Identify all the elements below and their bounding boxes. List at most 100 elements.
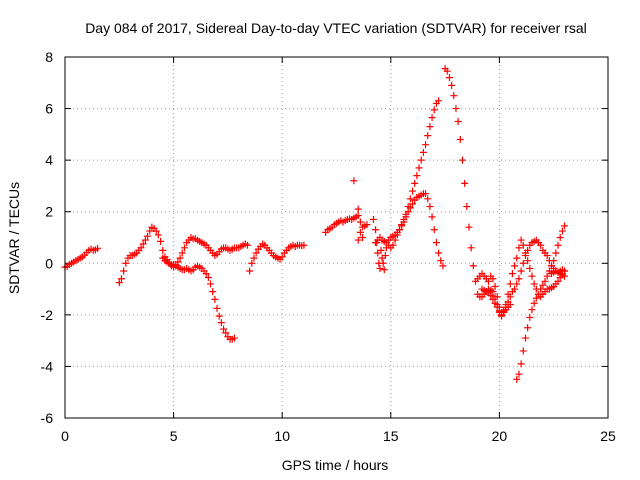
data-point (430, 106, 438, 114)
data-point (454, 117, 462, 125)
data-point (552, 249, 560, 257)
data-point (395, 226, 403, 234)
data-point (409, 200, 417, 208)
y-axis-label: SDTVAR / TECUs (6, 182, 22, 294)
data-point (141, 236, 149, 244)
data-point (450, 92, 458, 100)
y-tick-label: 2 (45, 204, 53, 220)
data-point (448, 81, 456, 89)
data-point (517, 267, 525, 275)
data-point (519, 241, 527, 249)
x-tick-label: 15 (383, 428, 399, 444)
data-point (548, 262, 556, 270)
data-point (120, 267, 128, 275)
data-point (493, 293, 501, 301)
data-point (377, 246, 385, 254)
data-point (146, 227, 154, 235)
y-tick-label: -4 (41, 358, 54, 374)
data-point (209, 288, 217, 296)
data-point (428, 213, 436, 221)
data-point (356, 228, 364, 236)
data-point (215, 312, 223, 320)
data-point (380, 266, 388, 274)
data-point (230, 334, 238, 342)
data-point (211, 295, 219, 303)
data-point (508, 270, 516, 278)
data-point (489, 288, 497, 296)
data-point (517, 360, 525, 368)
data-point (250, 254, 258, 262)
data-point (300, 241, 308, 249)
chart-title: Day 084 of 2017, Sidereal Day-to-day VTE… (85, 20, 587, 36)
data-point (398, 221, 406, 229)
data-point (217, 319, 225, 327)
data-point (537, 285, 545, 293)
data-point (363, 221, 371, 229)
data-point (467, 244, 475, 252)
data-point (202, 270, 210, 278)
data-point (424, 132, 432, 140)
data-point (213, 304, 221, 312)
data-point (144, 232, 152, 240)
y-tick-label: -2 (41, 307, 54, 323)
y-tick-label: 0 (45, 255, 53, 271)
series-2 (159, 254, 238, 343)
data-point (561, 267, 569, 275)
data-point (422, 141, 430, 149)
data-point (511, 285, 519, 293)
data-point (465, 223, 473, 231)
data-point (443, 67, 451, 75)
data-point (246, 267, 254, 275)
data-point (356, 218, 364, 226)
data-point (439, 262, 447, 270)
data-point (543, 252, 551, 260)
data-point (413, 172, 421, 180)
y-tick-label: 4 (45, 152, 53, 168)
data-point (445, 74, 453, 82)
data-point (521, 334, 529, 342)
data-point (428, 114, 436, 122)
data-point (154, 231, 162, 239)
data-point (530, 280, 538, 288)
data-point (530, 299, 538, 307)
data-point (519, 347, 527, 355)
data-point (359, 234, 367, 241)
data-point (452, 105, 460, 113)
data-point (461, 179, 469, 187)
data-point (422, 190, 430, 198)
data-point (207, 280, 215, 288)
data-point (487, 292, 495, 300)
data-point (485, 277, 493, 285)
data-point (519, 259, 527, 267)
data-point (458, 156, 466, 164)
grid (65, 57, 608, 418)
data-point (556, 234, 564, 241)
x-tick-label: 10 (274, 428, 290, 444)
data-point (558, 227, 566, 235)
data-point (115, 279, 123, 287)
data-point (419, 148, 427, 156)
y-tick-label: 6 (45, 101, 53, 117)
data-point (426, 123, 434, 131)
data-point (379, 259, 387, 267)
data-point (350, 177, 358, 185)
data-point (554, 277, 562, 285)
data-point (430, 226, 438, 234)
data-point (432, 239, 440, 247)
data-point (435, 97, 443, 105)
data-point (402, 210, 410, 218)
data-point (539, 281, 547, 289)
data-marks (61, 65, 569, 383)
data-point (426, 203, 434, 211)
plot-frame (64, 56, 609, 419)
data-point (411, 179, 419, 187)
x-tick-label: 25 (600, 428, 616, 444)
data-point (556, 273, 564, 281)
data-point (515, 244, 523, 252)
data-point (204, 273, 212, 281)
data-point (489, 295, 497, 303)
data-point (389, 241, 397, 249)
data-point (493, 303, 501, 311)
data-point (469, 262, 477, 270)
data-point (528, 272, 536, 280)
